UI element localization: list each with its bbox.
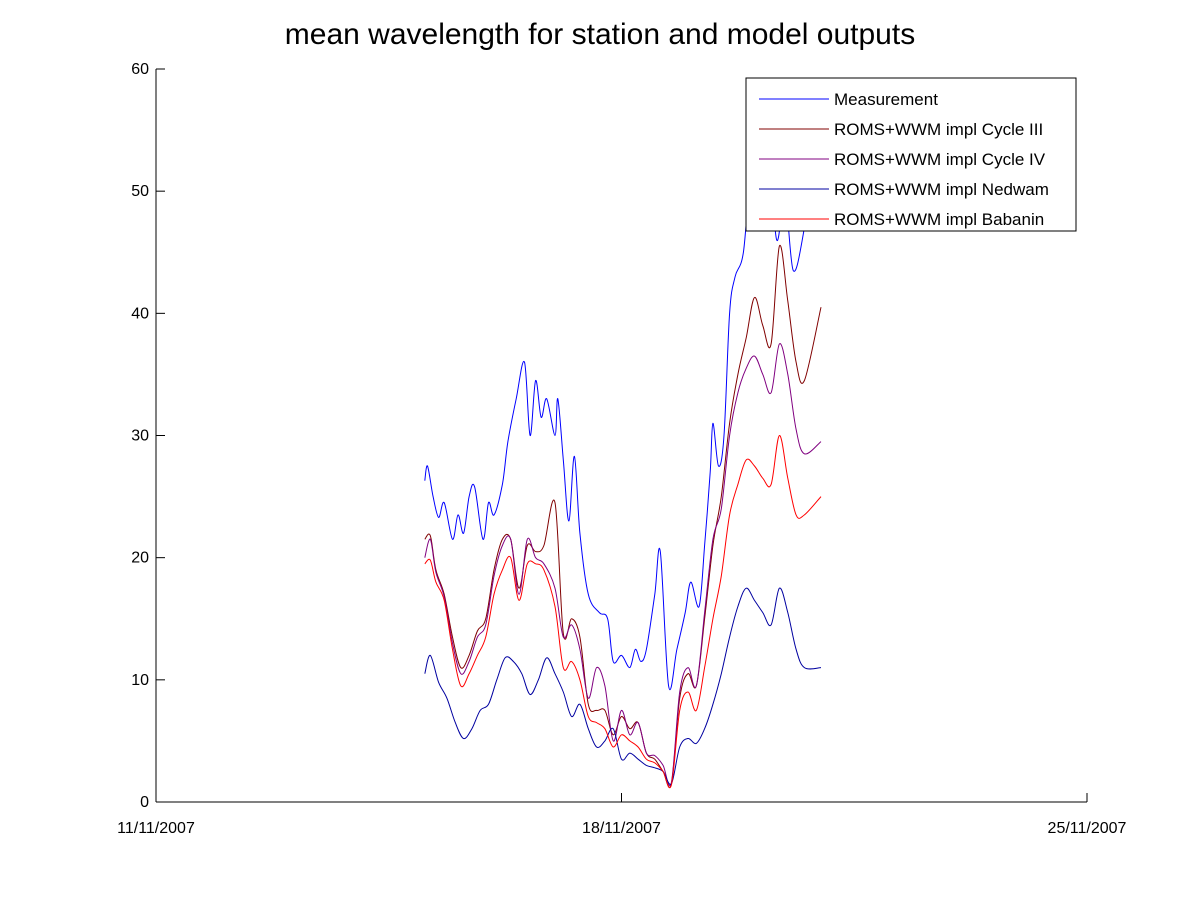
y-tick-label: 20 <box>131 550 149 567</box>
x-tick-label: 25/11/2007 <box>1048 820 1127 837</box>
series-line-3 <box>424 343 822 787</box>
series-layer <box>424 117 822 789</box>
series-line-5 <box>424 434 822 789</box>
legend-box <box>745 77 1077 232</box>
y-tick-label: 10 <box>131 672 149 689</box>
chart-title: mean wavelength for station and model ou… <box>284 18 916 51</box>
legend: Measurement ROMS+WWM impl Cycle III ROMS+W… <box>745 77 1077 232</box>
y-tick-label: 40 <box>131 305 149 322</box>
x-axis: 11/11/2007 18/11/2007 25/11/2007 <box>117 793 1127 837</box>
x-tick-label: 11/11/2007 <box>117 820 195 837</box>
y-tick-label: 0 <box>140 794 149 811</box>
x-tick-label: 18/11/2007 <box>582 820 661 837</box>
series-line-2 <box>424 244 822 789</box>
legend-label: ROMS+WWM impl Cycle III <box>834 120 1043 139</box>
y-tick-label: 60 <box>131 61 149 78</box>
legend-label: Measurement <box>834 90 938 109</box>
series-line-1 <box>424 117 822 690</box>
y-tick-label: 30 <box>131 428 149 445</box>
y-tick-label: 50 <box>131 183 149 200</box>
legend-label: ROMS+WWM impl Nedwam <box>834 180 1049 199</box>
y-axis: 0 10 20 30 40 50 60 <box>131 61 165 811</box>
legend-label: ROMS+WWM impl Babanin <box>834 210 1044 229</box>
legend-label: ROMS+WWM impl Cycle IV <box>834 150 1046 169</box>
series-line-4 <box>424 587 822 785</box>
